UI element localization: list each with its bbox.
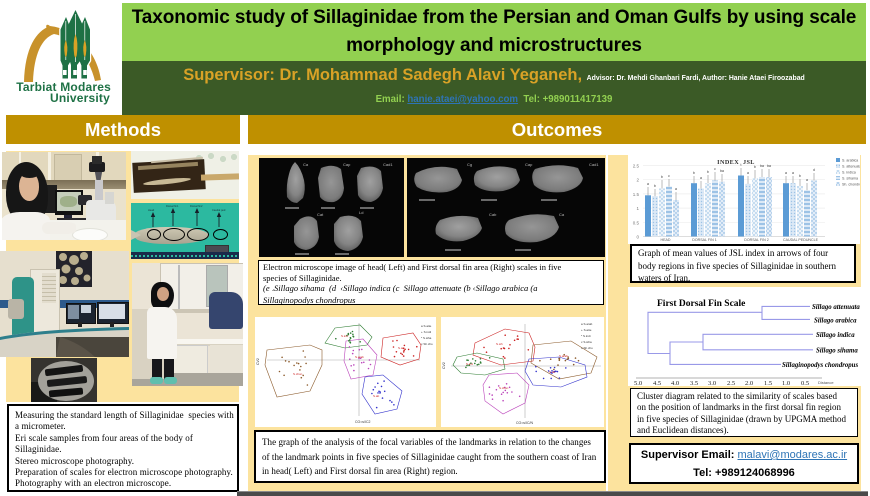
svg-text:a: a — [747, 171, 749, 175]
svg-text:a: a — [785, 171, 787, 175]
svg-text:0.5: 0.5 — [801, 380, 809, 386]
svg-text:c: c — [714, 167, 716, 171]
svg-text:Ld: Ld — [359, 210, 363, 215]
svg-text:CV2: CV2 — [256, 358, 260, 365]
svg-text:a: a — [647, 182, 649, 186]
svg-text:Cg: Cg — [467, 162, 472, 167]
svg-text:4.5: 4.5 — [653, 380, 661, 386]
svg-text:* S.indi: * S.indi — [581, 334, 591, 338]
svg-text:S. arabica: S. arabica — [842, 159, 858, 163]
svg-text:Caudal ped: Caudal ped — [212, 208, 226, 212]
svg-text:S.ind: S.ind — [341, 334, 348, 338]
svg-text:b: b — [661, 175, 663, 179]
svg-text:d: d — [813, 168, 815, 172]
svg-text:b: b — [707, 170, 709, 174]
svg-text:Dorsal fin1: Dorsal fin1 — [166, 204, 179, 208]
svg-text:5.0: 5.0 — [634, 380, 642, 386]
svg-text:S. indica: S. indica — [842, 171, 856, 175]
svg-text:CO=s/IC/N: CO=s/IC/N — [516, 421, 533, 425]
svg-text:b: b — [654, 184, 656, 188]
svg-text:Cad1: Cad1 — [589, 162, 599, 167]
svg-text:S.sih: S.sih — [398, 346, 405, 350]
svg-text:S.sih: S.sih — [496, 342, 503, 346]
svg-text:S.arab: S.arab — [559, 354, 568, 358]
svg-text:Dorsal fin2: Dorsal fin2 — [190, 204, 203, 208]
svg-text:x S.siha: x S.siha — [581, 340, 592, 344]
svg-text:DORSAL FIN 2: DORSAL FIN 2 — [744, 238, 768, 242]
svg-text:Sillago attenuata: Sillago attenuata — [812, 304, 860, 311]
svg-text:CV2: CV2 — [442, 362, 446, 369]
svg-text:CAUDAL PEDUNCLE: CAUDAL PEDUNCLE — [783, 238, 819, 242]
svg-text:ba: ba — [760, 164, 764, 168]
svg-text:2: 2 — [636, 178, 639, 183]
svg-text:a: a — [806, 178, 808, 182]
svg-text:c: c — [668, 174, 670, 178]
svg-text:b: b — [693, 171, 695, 175]
svg-text:0: 0 — [636, 235, 639, 240]
svg-text:Ca: Ca — [303, 162, 309, 167]
svg-text:a: a — [792, 171, 794, 175]
svg-text:Sh. chondropus: Sh. chondropus — [842, 183, 860, 187]
svg-text:Sillaginopodys chondropus: Sillaginopodys chondropus — [782, 362, 858, 369]
svg-text:o Sh.cho: o Sh.cho — [581, 346, 593, 350]
svg-text:Distance: Distance — [818, 380, 834, 385]
svg-text:a S.arab: a S.arab — [581, 322, 593, 326]
svg-text:a: a — [700, 176, 702, 180]
svg-text:Cap: Cap — [525, 162, 533, 167]
svg-text:+ S.indi: + S.indi — [421, 330, 431, 334]
svg-text:Sillago indica: Sillago indica — [816, 332, 855, 339]
svg-text:a: a — [675, 187, 677, 191]
svg-text:S. attenuata: S. attenuata — [842, 165, 860, 169]
svg-text:S.chon: S.chon — [293, 372, 303, 376]
svg-text:ba: ba — [720, 169, 724, 173]
svg-text:1: 1 — [636, 206, 639, 211]
svg-text:Cap: Cap — [343, 162, 351, 167]
svg-text:b: b — [799, 174, 801, 178]
svg-text:INDEX JSL: INDEX JSL — [717, 159, 755, 166]
svg-text:Head: Head — [148, 208, 155, 212]
svg-text:HEAD: HEAD — [661, 238, 671, 242]
svg-text:4.0: 4.0 — [671, 380, 679, 386]
svg-text:a S.atte: a S.atte — [421, 324, 432, 328]
svg-text:+ S.atte: + S.atte — [581, 328, 592, 332]
svg-text:S.ind: S.ind — [466, 362, 473, 366]
svg-text:First Dorsal Fin Scale: First Dorsal Fin Scale — [657, 299, 745, 309]
svg-text:S.arab: S.arab — [355, 355, 364, 359]
svg-text:* S.siha: * S.siha — [421, 336, 432, 340]
svg-text:1.5: 1.5 — [633, 192, 640, 197]
svg-text:b: b — [754, 165, 756, 169]
svg-text:S.att: S.att — [549, 370, 555, 374]
svg-text:0.5: 0.5 — [633, 220, 640, 225]
svg-text:2.0: 2.0 — [745, 380, 753, 386]
svg-text:Sillago sihama: Sillago sihama — [816, 348, 858, 355]
svg-text:Cad1: Cad1 — [383, 162, 393, 167]
svg-text:1.0: 1.0 — [782, 380, 790, 386]
svg-text:3.0: 3.0 — [708, 380, 716, 386]
svg-text:S.att: S.att — [373, 394, 379, 398]
svg-text:t: t — [741, 163, 742, 167]
svg-text:CO=s/IC2: CO=s/IC2 — [355, 420, 371, 424]
svg-text:Cab: Cab — [489, 212, 497, 217]
svg-text:Cat: Cat — [317, 212, 324, 217]
svg-text:2.5: 2.5 — [633, 164, 640, 169]
svg-text:S.chon: S.chon — [499, 386, 509, 390]
svg-text:ba: ba — [767, 164, 771, 168]
svg-text:Sillago arabica: Sillago arabica — [814, 317, 857, 324]
svg-text:Ca: Ca — [559, 212, 565, 217]
svg-text:3.5: 3.5 — [690, 380, 698, 386]
svg-text:1.5: 1.5 — [764, 380, 772, 386]
svg-text:2.5: 2.5 — [727, 380, 735, 386]
svg-text:S. sihama: S. sihama — [842, 177, 858, 181]
svg-text:DORSAL FIN 1: DORSAL FIN 1 — [692, 238, 716, 242]
svg-text:x Sh.cho: x Sh.cho — [421, 342, 433, 346]
